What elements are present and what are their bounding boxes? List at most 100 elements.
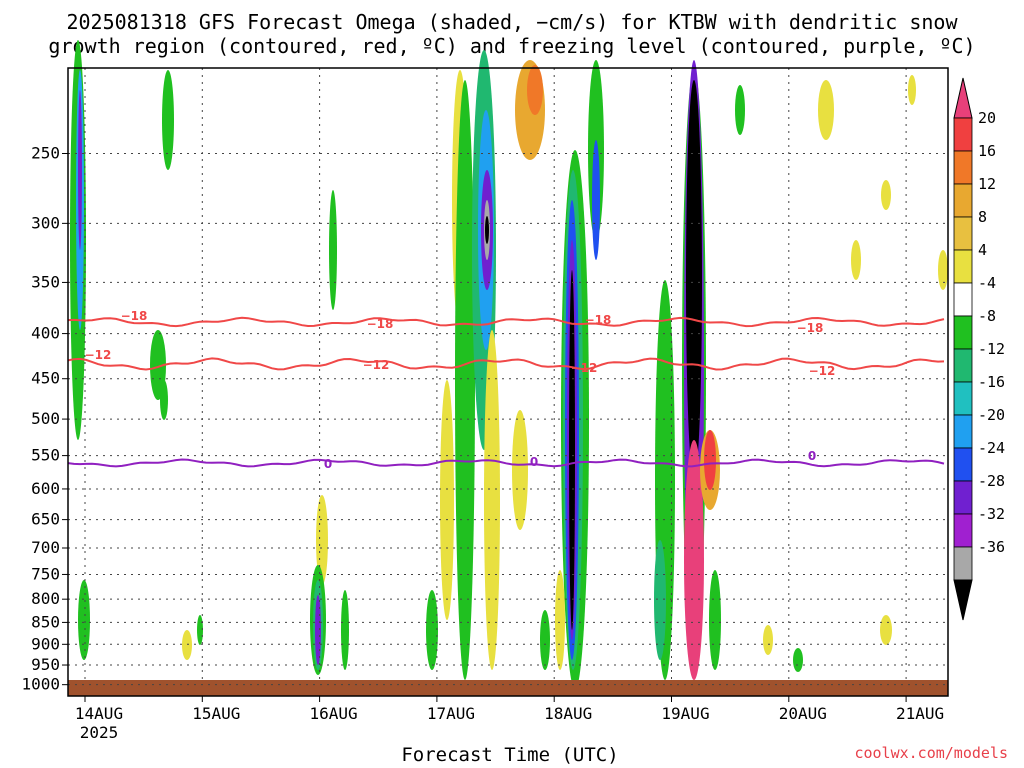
x-tick-label-0: 14AUG bbox=[75, 704, 123, 723]
x-axis-label: Forecast Time (UTC) bbox=[401, 744, 619, 766]
x-tick-year: 2025 bbox=[80, 723, 119, 742]
omega-cell-14 bbox=[329, 190, 337, 310]
omega-cell-27 bbox=[512, 410, 528, 530]
colorbar-label-11: -28 bbox=[978, 472, 1005, 490]
omega-shading bbox=[70, 40, 948, 690]
y-tick-label-950: 950 bbox=[31, 655, 60, 674]
omega-cell-23 bbox=[485, 216, 489, 244]
colorbar-segment-4 bbox=[953, 216, 973, 251]
colorbar-segment-14 bbox=[953, 546, 973, 581]
colorbar-segment-13 bbox=[953, 513, 973, 548]
colorbar-segment-8 bbox=[953, 348, 973, 383]
colorbar-segment-5 bbox=[953, 249, 973, 284]
colorbar-label-8: -16 bbox=[978, 373, 1005, 391]
omega-cell-42 bbox=[684, 440, 704, 680]
x-tick-label-7: 21AUG bbox=[896, 704, 944, 723]
contour-label-minus12-b: −12 bbox=[363, 358, 390, 372]
colorbar-label-3: 8 bbox=[978, 208, 987, 226]
colorbar-segment-6 bbox=[953, 282, 973, 317]
omega-cell-6 bbox=[160, 380, 168, 420]
plot-frame bbox=[67, 67, 949, 697]
omega-cell-49 bbox=[818, 80, 834, 140]
y-axis: 250 300 350 400 450 500 550 600 650 700 750 800 850 9… bbox=[21, 143, 68, 694]
colorbar-label-5: -4 bbox=[978, 274, 996, 292]
colorbar-label-7: -12 bbox=[978, 340, 1005, 358]
y-tick-label-900: 900 bbox=[31, 634, 60, 653]
x-tick-label-1: 15AUG bbox=[192, 704, 240, 723]
plot-area bbox=[68, 68, 948, 696]
x-tick-label-5: 19AUG bbox=[661, 704, 709, 723]
colorbar-label-0: 20 bbox=[978, 109, 996, 127]
omega-cell-13 bbox=[341, 590, 349, 670]
colorbar-segment-10 bbox=[953, 414, 973, 449]
contour-label-minus18-b: −18 bbox=[367, 317, 394, 331]
omega-cell-7 bbox=[182, 630, 192, 660]
omega-cell-9 bbox=[316, 495, 328, 585]
x-tick-label-3: 17AUG bbox=[427, 704, 475, 723]
y-tick-label-400: 400 bbox=[31, 324, 60, 343]
omega-cell-52 bbox=[880, 615, 892, 645]
colorbar-top-arrow bbox=[953, 77, 973, 119]
colorbar-segment-12 bbox=[953, 480, 973, 515]
colorbar-segment-1 bbox=[953, 117, 973, 152]
colorbar-segment-11 bbox=[953, 447, 973, 482]
colorbar-segment-9 bbox=[953, 381, 973, 416]
y-tick-label-550: 550 bbox=[31, 446, 60, 465]
omega-cell-46 bbox=[735, 85, 745, 135]
contour-label-minus12-d: −12 bbox=[809, 364, 836, 378]
omega-cell-44 bbox=[704, 430, 716, 490]
y-tick-label-650: 650 bbox=[31, 510, 60, 529]
omega-cell-12 bbox=[315, 595, 321, 665]
omega-cell-5 bbox=[150, 330, 166, 400]
omega-cell-53 bbox=[908, 75, 916, 105]
colorbar-segment-3 bbox=[953, 183, 973, 218]
omega-cell-41 bbox=[686, 80, 702, 480]
omega-cell-18 bbox=[455, 80, 475, 680]
colorbar-label-10: -24 bbox=[978, 439, 1005, 457]
omega-cell-24 bbox=[484, 330, 500, 670]
colorbar-label-4: 4 bbox=[978, 241, 987, 259]
omega-cell-3 bbox=[78, 580, 90, 660]
contour-label-minus18-c: −18 bbox=[585, 313, 612, 327]
omega-cell-51 bbox=[881, 180, 891, 210]
contour-labels: −18 −18 −18 −18 −12 −12 −12 −12 0 0 0 bbox=[85, 309, 836, 471]
watermark: coolwx.com/models bbox=[854, 744, 1008, 762]
contours bbox=[67, 316, 945, 468]
omega-cell-54 bbox=[938, 250, 948, 290]
y-tick-label-350: 350 bbox=[31, 272, 60, 291]
contour-label-minus12-a: −12 bbox=[85, 348, 112, 362]
colorbar-segment-2 bbox=[953, 150, 973, 185]
omega-cell-34 bbox=[592, 140, 600, 260]
contour-label-minus18-d: −18 bbox=[797, 321, 824, 335]
omega-cell-48 bbox=[793, 648, 803, 672]
y-tick-label-450: 450 bbox=[31, 369, 60, 388]
y-tick-label-500: 500 bbox=[31, 409, 60, 428]
y-tick-label-1000: 1000 bbox=[21, 675, 60, 694]
y-tick-label-600: 600 bbox=[31, 479, 60, 498]
x-tick-label-2: 16AUG bbox=[310, 704, 358, 723]
omega-cell-35 bbox=[540, 610, 550, 670]
colorbar-segment-7 bbox=[953, 315, 973, 350]
y-tick-label-700: 700 bbox=[31, 538, 60, 557]
colorbar-label-1: 16 bbox=[978, 142, 996, 160]
omega-cell-15 bbox=[426, 590, 438, 670]
contour-label-zero-a: 0 bbox=[324, 457, 332, 471]
omega-cell-50 bbox=[851, 240, 861, 280]
y-tick-label-300: 300 bbox=[31, 213, 60, 232]
colorbar-label-9: -20 bbox=[978, 406, 1005, 424]
y-tick-label-750: 750 bbox=[31, 564, 60, 583]
omega-cell-36 bbox=[555, 570, 565, 670]
ground-strip bbox=[68, 680, 948, 696]
x-tick-label-4: 18AUG bbox=[544, 704, 592, 723]
contour-purple-0 bbox=[67, 458, 945, 468]
omega-cell-26 bbox=[527, 65, 543, 115]
contour-label-zero-c: 0 bbox=[808, 449, 816, 463]
x-axis: 14AUG 15AUG 16AUG 17AUG 18AUG 19AUG 20AUG 21AUG… bbox=[75, 696, 944, 742]
colorbar: 20 16 12 8 4 -4 -8 -12 -16 -20 -24 -28 -32 -36 bbox=[953, 77, 1005, 621]
colorbar-label-13: -36 bbox=[978, 538, 1005, 556]
omega-cell-32 bbox=[569, 270, 575, 630]
contour-red-minus18 bbox=[67, 316, 945, 328]
y-tick-label-250: 250 bbox=[31, 143, 60, 162]
omega-cell-2 bbox=[78, 90, 82, 250]
